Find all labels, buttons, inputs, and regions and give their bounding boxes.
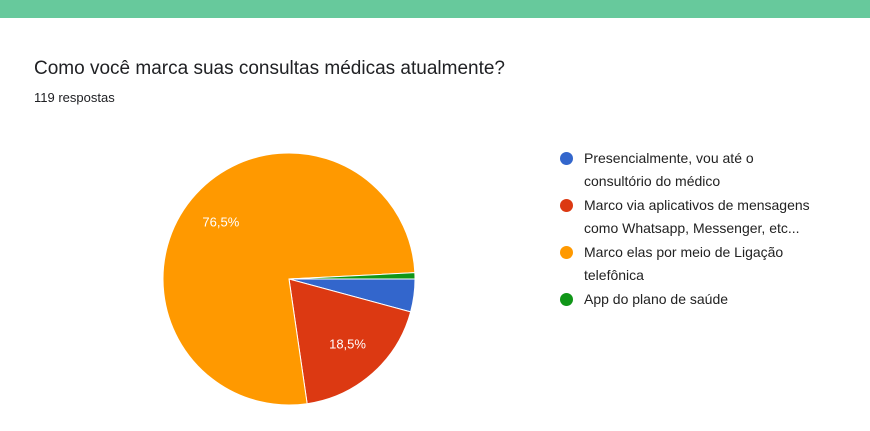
legend-item: Marco via aplicativos de mensagens como … [560,194,810,240]
legend-label: App do plano de saúde [584,291,729,307]
legend-label: Marco elas por meio de Ligação telefônic… [584,244,784,283]
legend-item: Marco elas por meio de Ligação telefônic… [560,241,810,287]
pie-slice [288,272,416,280]
legend-label: Presencialmente, vou até o consultório d… [584,150,754,189]
legend-item: Presencialmente, vou até o consultório d… [560,147,810,193]
chart-title: Como você marca suas consultas médicas a… [34,58,506,79]
pie-slice [288,278,412,405]
chart-subtitle: 119 respostas [34,90,115,105]
pie-slice [162,152,416,406]
legend-label: Marco via aplicativos de mensagens como … [584,197,810,236]
legend-dot [560,152,573,165]
legend: Presencialmente, vou até o consultório d… [560,147,810,312]
legend-dot [560,293,573,306]
legend-dot [560,246,573,259]
slice-label: 76,5% [202,214,239,229]
header-bar [0,0,870,18]
legend-item: App do plano de saúde [560,288,810,311]
legend-dot [560,199,573,212]
slice-label: 18,5% [329,336,366,351]
